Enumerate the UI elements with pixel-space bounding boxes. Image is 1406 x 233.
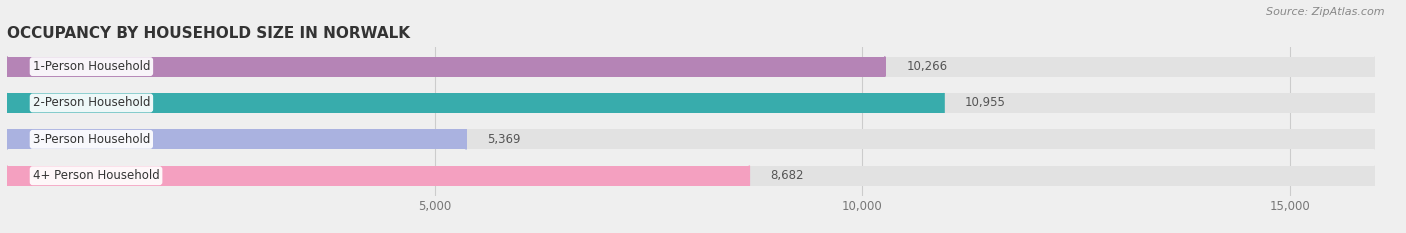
Bar <box>7 166 1375 186</box>
Bar <box>7 57 884 77</box>
Bar <box>7 129 1375 149</box>
Bar <box>7 166 749 186</box>
Text: 10,955: 10,955 <box>965 96 1005 110</box>
Text: 1-Person Household: 1-Person Household <box>32 60 150 73</box>
Text: Source: ZipAtlas.com: Source: ZipAtlas.com <box>1267 7 1385 17</box>
Text: 8,682: 8,682 <box>770 169 804 182</box>
Text: 10,266: 10,266 <box>907 60 948 73</box>
Bar <box>7 57 1375 77</box>
Bar <box>7 129 467 149</box>
Text: 3-Person Household: 3-Person Household <box>32 133 150 146</box>
Text: 5,369: 5,369 <box>488 133 522 146</box>
Bar <box>7 93 1375 113</box>
Bar <box>7 93 943 113</box>
Text: OCCUPANCY BY HOUSEHOLD SIZE IN NORWALK: OCCUPANCY BY HOUSEHOLD SIZE IN NORWALK <box>7 26 411 41</box>
Text: 2-Person Household: 2-Person Household <box>32 96 150 110</box>
Text: 4+ Person Household: 4+ Person Household <box>32 169 159 182</box>
